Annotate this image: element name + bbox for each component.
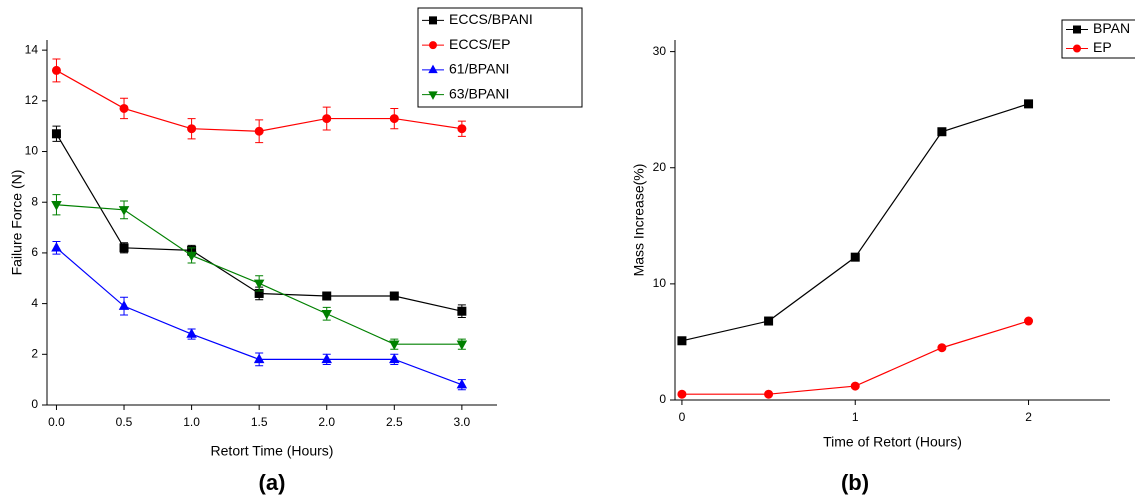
data-point (253, 353, 265, 364)
data-point (186, 251, 197, 262)
y-axis-label: Failure Force (N) (9, 170, 25, 276)
data-point (850, 252, 860, 262)
data-point (457, 124, 467, 134)
legend-marker (1073, 44, 1081, 53)
data-point (457, 306, 467, 316)
data-point (1024, 316, 1034, 326)
x-tick-label: 1.5 (251, 415, 268, 429)
data-point (1024, 99, 1034, 109)
y-tick-label: 0 (659, 392, 666, 406)
data-point (322, 291, 332, 301)
x-tick-label: 1 (852, 410, 859, 424)
x-axis-label: Retort Time (Hours) (211, 443, 334, 459)
x-tick-label: 0.5 (116, 415, 133, 429)
panel-label: (b) (841, 470, 869, 495)
legend-label: 61/BPANI (449, 61, 509, 77)
y-tick-label: 14 (25, 42, 39, 56)
data-point (51, 129, 61, 139)
data-point (389, 353, 400, 364)
data-point (321, 310, 332, 320)
legend-label: BPAN (1093, 20, 1130, 36)
data-point (118, 206, 130, 216)
legend-marker (429, 16, 437, 25)
x-tick-label: 2.0 (318, 415, 335, 429)
legend-marker (428, 64, 438, 74)
data-point (119, 103, 129, 113)
legend-label: ECCS/EP (449, 36, 510, 52)
y-tick-label: 8 (31, 194, 38, 208)
data-point (186, 328, 197, 338)
data-point (456, 378, 468, 389)
legend-marker (429, 41, 437, 50)
y-tick-label: 30 (653, 44, 667, 58)
data-point (253, 279, 265, 290)
data-point (677, 389, 687, 399)
y-tick-label: 4 (31, 296, 38, 310)
legend-label: 63/BPANI (449, 85, 509, 101)
y-tick-label: 10 (653, 276, 667, 290)
data-point (51, 65, 61, 75)
y-tick-label: 20 (653, 160, 667, 174)
data-point (389, 114, 399, 124)
x-tick-label: 0 (679, 410, 686, 424)
x-tick-label: 3.0 (454, 415, 471, 429)
panel-label: (a) (259, 470, 286, 495)
data-point (937, 343, 947, 353)
data-point (118, 300, 130, 310)
data-point (389, 291, 399, 301)
x-tick-label: 1.0 (183, 415, 200, 429)
series-line (681, 103, 1029, 342)
x-tick-label: 2.5 (386, 415, 403, 429)
data-point (51, 242, 62, 252)
data-point (764, 389, 774, 399)
x-tick-label: 2 (1025, 410, 1032, 424)
legend-label: ECCS/BPANI (449, 11, 533, 27)
data-point (456, 340, 468, 351)
data-point (187, 124, 197, 134)
x-tick-label: 0.0 (48, 415, 65, 429)
y-tick-label: 10 (25, 144, 39, 158)
data-point (850, 381, 860, 391)
y-axis-label: Mass Increase(%) (631, 164, 647, 277)
data-point (254, 126, 264, 136)
y-tick-label: 12 (25, 93, 39, 107)
legend-label: EP (1093, 39, 1112, 55)
data-point (321, 353, 332, 364)
data-point (677, 336, 687, 346)
y-tick-label: 2 (31, 346, 38, 360)
legend-box (417, 7, 583, 108)
legend-marker (428, 91, 438, 100)
data-point (322, 114, 332, 124)
data-point (51, 201, 62, 211)
y-tick-label: 0 (31, 397, 38, 411)
data-point (937, 127, 947, 137)
data-point (764, 316, 774, 326)
y-tick-label: 6 (31, 245, 38, 259)
x-axis-label: Time of Retort (Hours) (823, 434, 962, 450)
legend-marker (1073, 25, 1081, 34)
data-point (389, 340, 400, 351)
series-line (56, 204, 462, 345)
data-point (119, 243, 129, 253)
